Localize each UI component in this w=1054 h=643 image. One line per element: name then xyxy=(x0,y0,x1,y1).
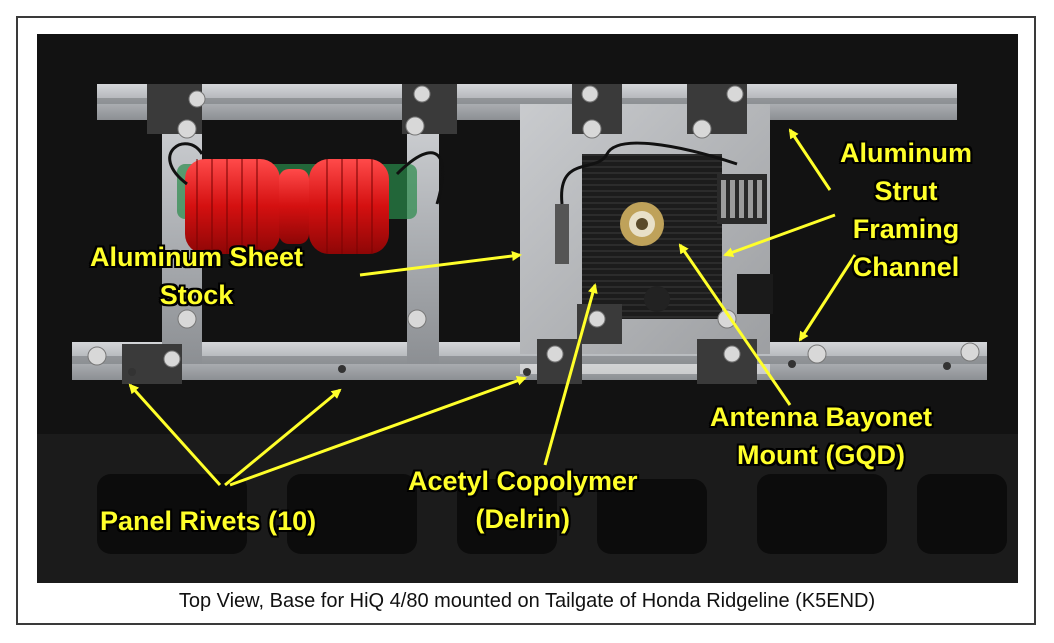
coil-section-middle xyxy=(279,169,309,244)
arrow-strut-bottom xyxy=(798,254,857,342)
label-delrin-line-1: Acetyl Copolymer xyxy=(408,466,638,496)
label-rivets: Panel Rivets (10) xyxy=(100,502,316,540)
label-strut-line-1: Aluminum xyxy=(840,138,972,168)
label-delrin: Acetyl Copolymer (Delrin) xyxy=(408,462,638,538)
label-bayonet-line-2: Mount (GQD) xyxy=(737,440,905,470)
arrow-rivet-3 xyxy=(229,376,527,487)
ic-socket xyxy=(737,274,773,314)
label-sheet-stock: Aluminum Sheet Stock xyxy=(90,238,303,314)
label-strut-channel: Aluminum Strut Framing Channel xyxy=(840,134,972,286)
arrow-strut-mid xyxy=(723,213,836,257)
label-bayonet-mount: Antenna Bayonet Mount (GQD) xyxy=(710,398,932,474)
label-strut-line-2: Strut xyxy=(874,176,938,206)
bnc-connector xyxy=(555,204,569,264)
label-rivets-line-1: Panel Rivets (10) xyxy=(100,506,317,536)
arrow-sheet-stock xyxy=(359,251,522,277)
bolts xyxy=(87,85,980,368)
caption: Top View, Base for HiQ 4/80 mounted on T… xyxy=(178,590,876,612)
arrow-rivet-2 xyxy=(224,388,342,487)
tailgate-ribs xyxy=(97,474,1007,554)
rivets xyxy=(128,360,951,376)
label-strut-line-4: Channel xyxy=(852,252,960,282)
label-delrin-line-2: (Delrin) xyxy=(475,504,571,534)
coil-section-right xyxy=(309,159,389,254)
arrow-bayonet xyxy=(678,243,792,406)
arrow-delrin xyxy=(543,283,598,466)
sheet-hole xyxy=(644,286,670,312)
arrow-rivet-1 xyxy=(128,383,222,487)
arrow-strut-top xyxy=(788,128,832,191)
label-sheet-stock-line-1: Aluminum Sheet xyxy=(90,242,304,272)
photo xyxy=(37,34,1018,583)
label-bayonet-line-1: Antenna Bayonet xyxy=(710,402,933,432)
label-strut-line-3: Framing xyxy=(852,214,960,244)
label-sheet-stock-line-2: Stock xyxy=(159,280,234,310)
photo-illustration xyxy=(37,34,1018,583)
